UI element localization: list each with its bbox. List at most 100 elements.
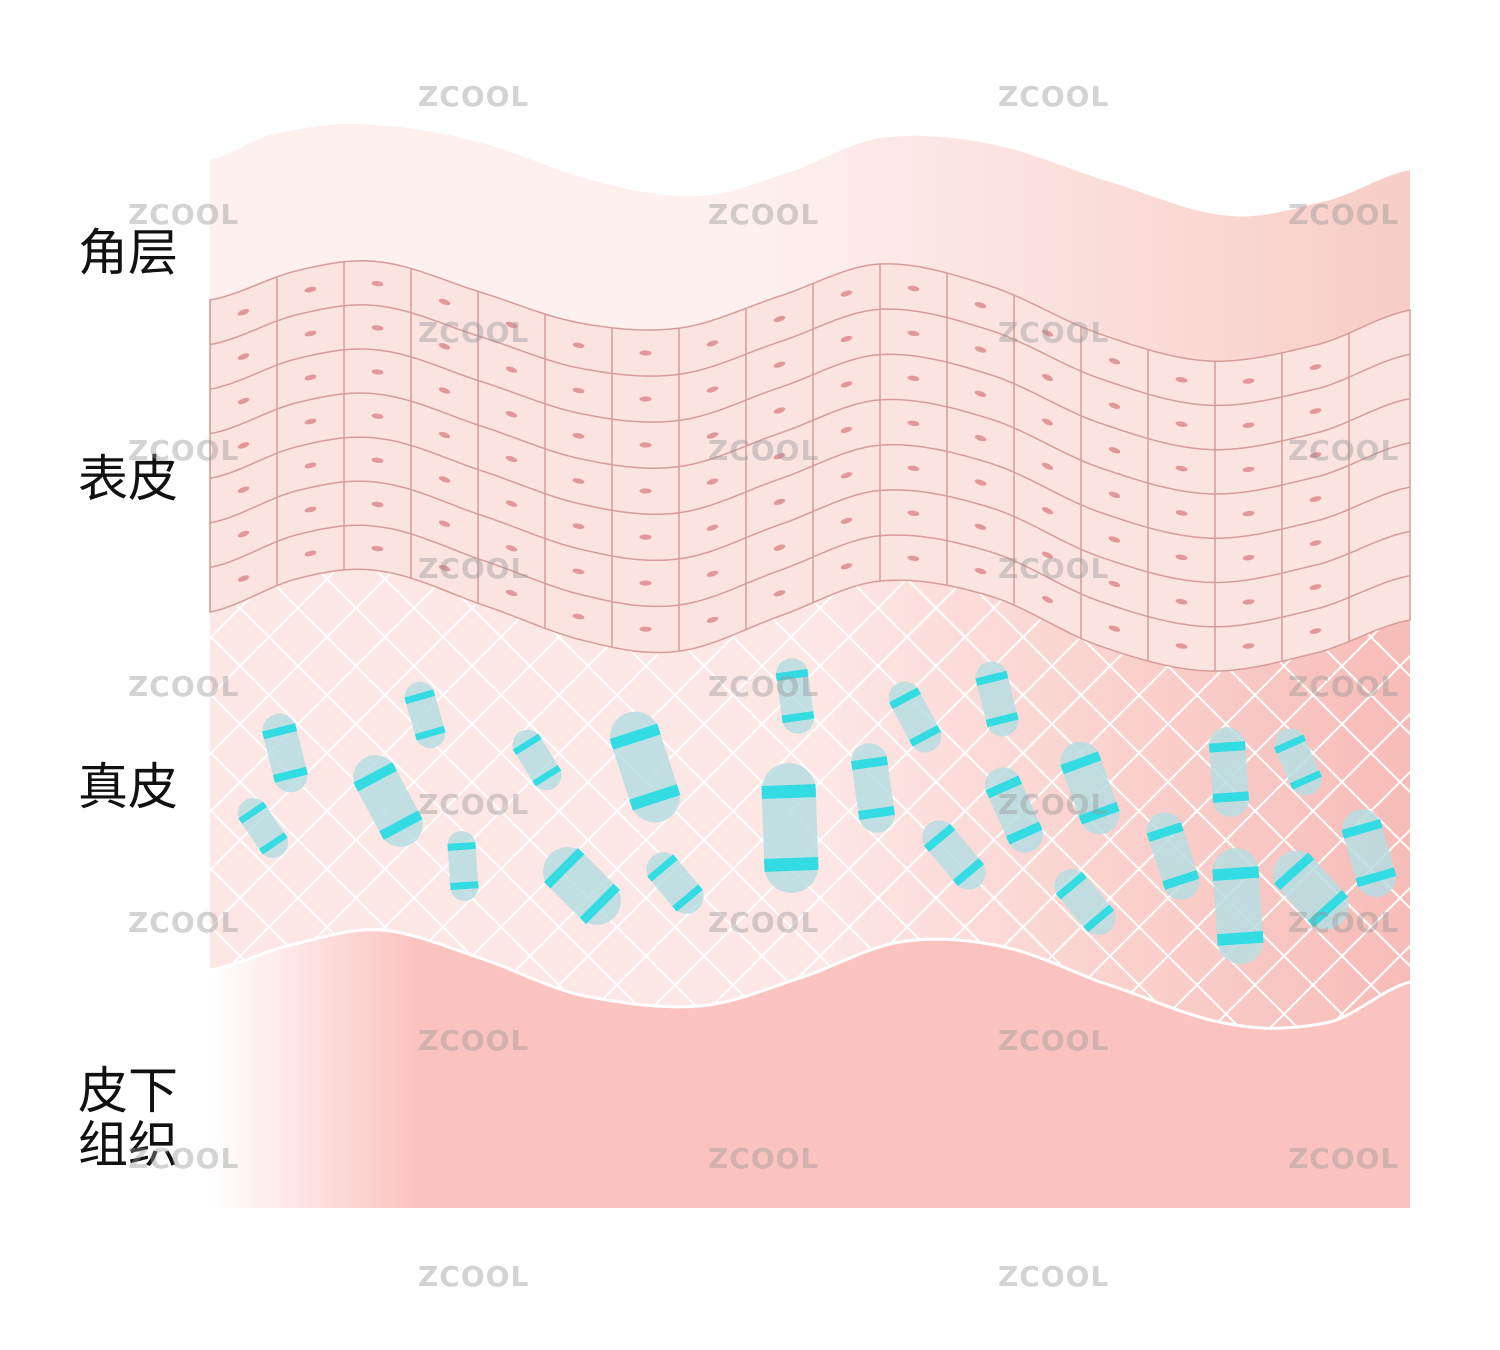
watermark: ZCOOL [418, 80, 530, 113]
watermark: ZCOOL [418, 552, 530, 585]
cell-nucleus [438, 431, 451, 439]
cell-nucleus [237, 353, 250, 360]
collagen-fiber [404, 681, 446, 749]
mesh-line [210, 569, 521, 1029]
cell-nucleus [840, 563, 853, 570]
cell-nucleus [1175, 465, 1188, 472]
cell-nucleus [1242, 510, 1255, 517]
cell-nucleus [773, 590, 786, 597]
cell-nucleus [706, 432, 719, 439]
epidermis-layer [209, 260, 1411, 672]
collagen-fiber [1341, 808, 1397, 898]
cell-nucleus [505, 411, 518, 418]
mesh-line [0, 560, 114, 1120]
cell-nucleus [505, 589, 518, 597]
cell-nucleus [907, 375, 920, 382]
cell-nucleus [1108, 536, 1121, 543]
cell-nucleus [773, 544, 786, 551]
collagen-fiber [609, 711, 681, 823]
cell-row-line [210, 348, 1410, 451]
watermark: ZCOOL [128, 906, 240, 939]
mesh-line [1468, 560, 1500, 1120]
cell-nucleus [304, 550, 317, 557]
cell-nucleus [572, 478, 585, 484]
cell-nucleus [1242, 555, 1255, 561]
mesh-line [210, 569, 463, 1029]
cell-nucleus [505, 366, 518, 373]
cell-nucleus [1108, 580, 1121, 588]
cell-nucleus [1309, 496, 1322, 502]
cell-nucleus [1242, 466, 1255, 473]
cell-nucleus [237, 309, 250, 316]
cell-nucleus [304, 462, 317, 469]
cell-nucleus [1041, 418, 1054, 426]
watermark: ZCOOL [998, 1024, 1110, 1057]
cell-nucleus [1309, 628, 1322, 634]
cell-nucleus [572, 568, 585, 575]
cell-nucleus [1175, 643, 1188, 649]
cell-nucleus [438, 520, 451, 527]
watermark: ZCOOL [1288, 906, 1400, 939]
watermark: ZCOOL [998, 1260, 1110, 1293]
cell-nucleus [639, 626, 652, 632]
cell-nucleus [237, 486, 250, 493]
mesh-line [1177, 569, 1410, 1029]
collagen-fiber [1146, 812, 1200, 900]
cell-nucleus [840, 381, 853, 388]
label-epidermis: 表皮 [78, 450, 178, 508]
cell-nucleus [840, 472, 853, 479]
cell-nucleus [706, 616, 719, 623]
collagen-fibers [237, 658, 1397, 964]
cell-nucleus [840, 517, 853, 524]
mesh-line [1235, 569, 1410, 1029]
collagen-fiber [543, 847, 621, 925]
cell-nucleus [1175, 377, 1188, 383]
cell-nucleus [1108, 491, 1121, 499]
subcutaneous-layer [210, 929, 1410, 1208]
cell-nucleus [1041, 373, 1054, 382]
epidermis-cells [210, 260, 1410, 672]
collagen-fiber [1273, 728, 1323, 796]
cell-nucleus [1309, 540, 1322, 546]
cell-nucleus [907, 510, 920, 517]
mesh-line [0, 560, 172, 1120]
cell-nucleus [505, 545, 518, 552]
mesh-line [210, 569, 579, 1029]
cell-nucleus [1309, 584, 1322, 590]
cell-nucleus [1242, 422, 1255, 428]
cell-nucleus [1041, 551, 1054, 559]
mesh-line [1409, 569, 1410, 1029]
cell-nucleus [1309, 364, 1322, 370]
cell-nucleus [304, 374, 317, 381]
watermark: ZCOOL [708, 198, 820, 231]
cell-nucleus [907, 555, 920, 562]
watermark: ZCOOL [128, 198, 240, 231]
cell-nucleus [1309, 452, 1322, 458]
cell-nucleus [371, 501, 384, 508]
cell-nucleus [1242, 643, 1255, 649]
watermark: ZCOOL [1288, 434, 1400, 467]
cell-nucleus [974, 302, 987, 309]
cell-nucleus [1108, 625, 1121, 632]
cell-nucleus [572, 433, 585, 439]
collagen-fiber [761, 763, 819, 893]
cell-nucleus [1041, 595, 1054, 604]
cell-nucleus [1242, 378, 1255, 384]
mesh-line [0, 560, 56, 1120]
collagen-fiber [775, 658, 815, 734]
collagen-fiber [353, 755, 423, 847]
cell-nucleus [773, 407, 786, 414]
dermis-subcutis-boundary [209, 928, 1411, 1030]
cell-nucleus [706, 524, 719, 531]
cell-nucleus [706, 340, 719, 347]
cell-nucleus [237, 530, 250, 538]
cell-nucleus [639, 534, 652, 540]
cell-nucleus [1041, 329, 1054, 337]
cell-nucleus [505, 455, 518, 463]
cell-nucleus [1108, 402, 1121, 409]
watermark: ZCOOL [418, 1260, 530, 1293]
cell-nucleus [572, 387, 585, 394]
watermark: ZCOOL [1288, 670, 1400, 703]
collagen-fiber [1212, 848, 1264, 964]
cell-nucleus [572, 523, 585, 529]
